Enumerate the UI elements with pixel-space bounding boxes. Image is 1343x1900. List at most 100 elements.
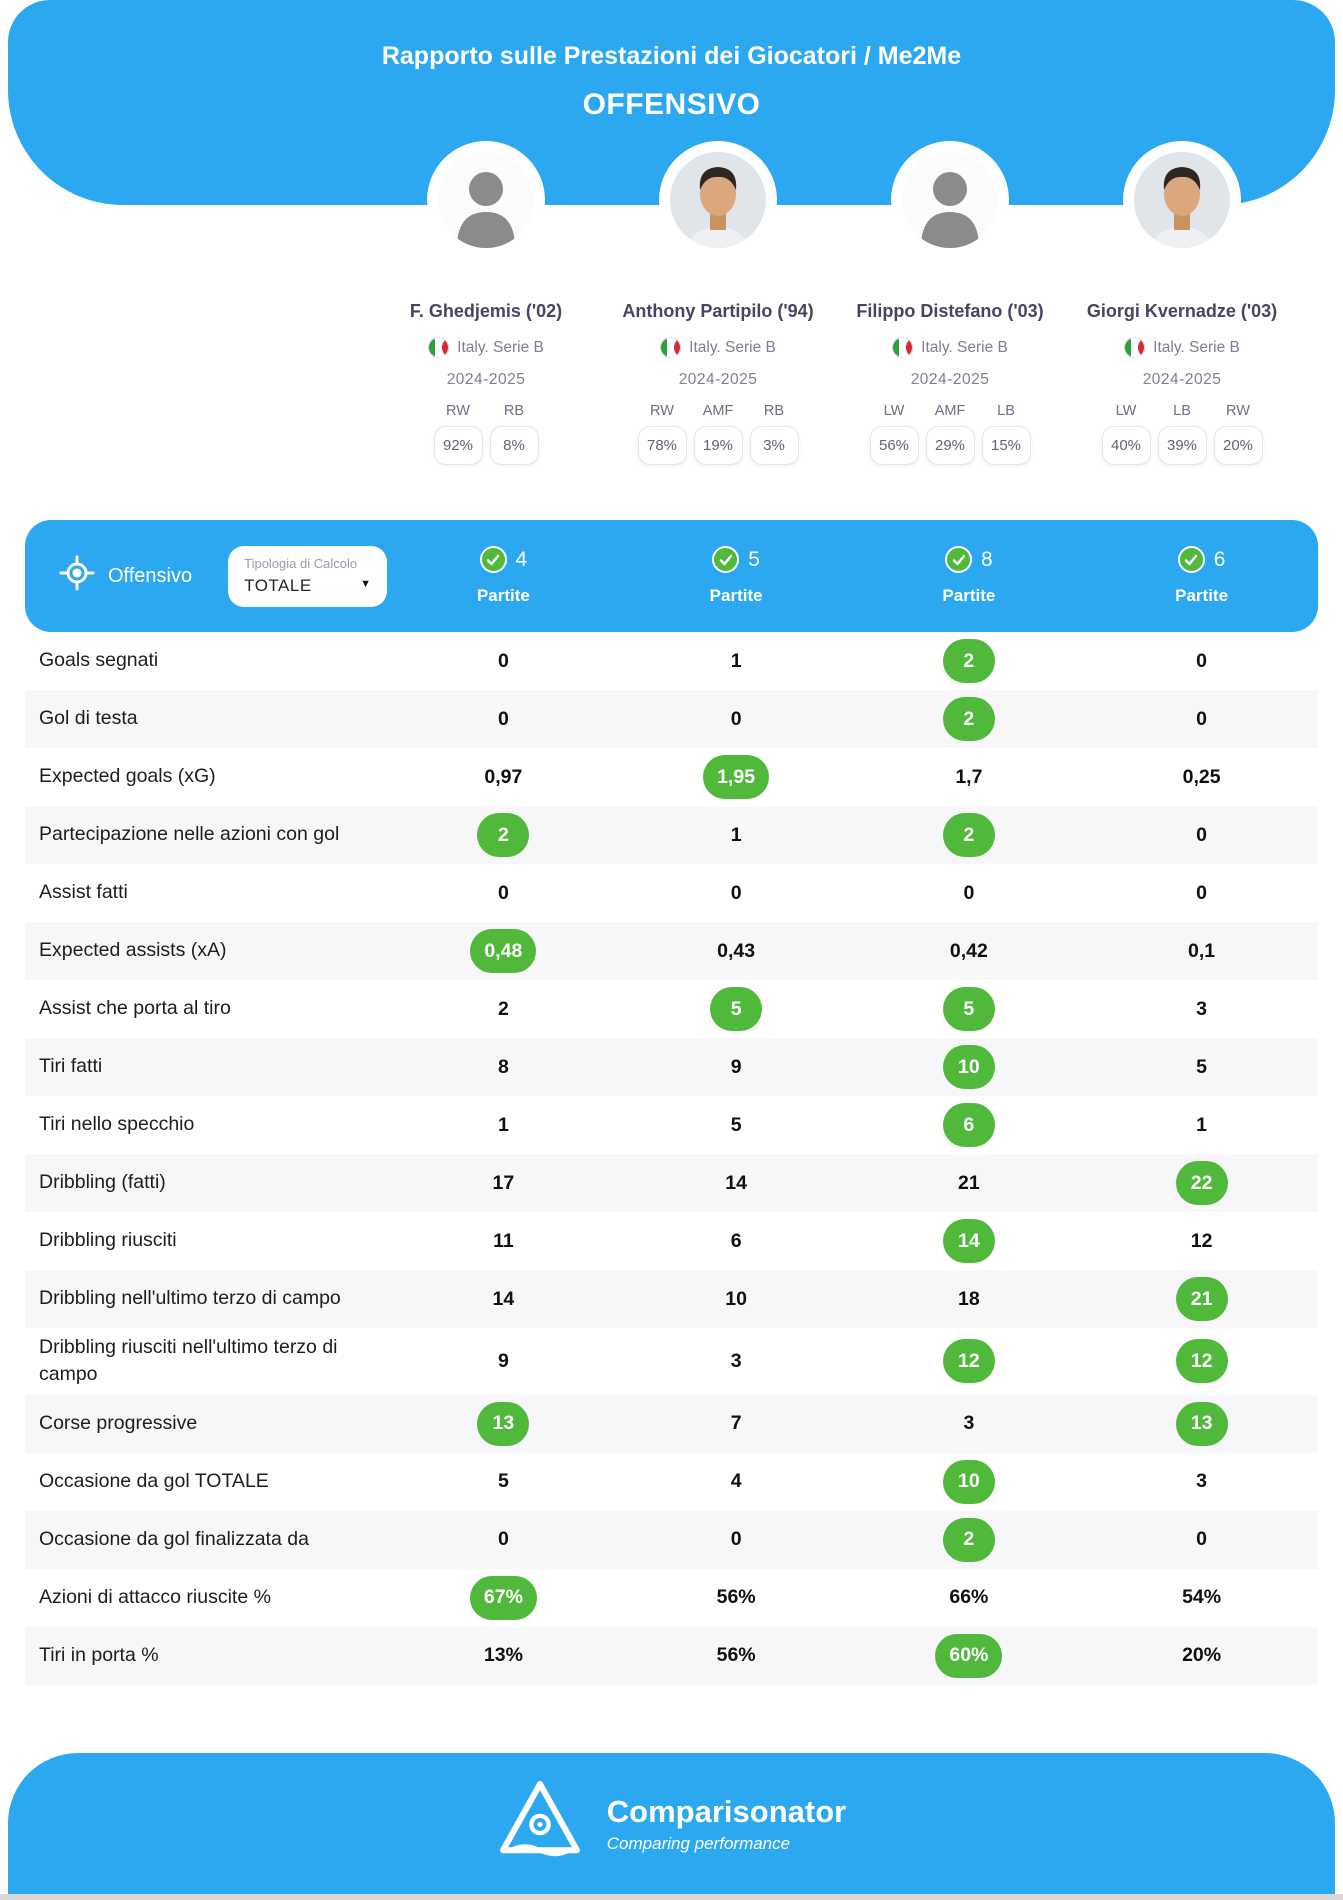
position-percent: 20%: [1213, 426, 1263, 465]
stat-cell: 5: [620, 987, 853, 1031]
stat-label: Tiri fatti: [39, 1055, 103, 1078]
player-name: Giorgi Kvernadze ('03): [1086, 301, 1278, 321]
italy-flag-icon: [428, 337, 450, 358]
matches-count: 8: [981, 547, 993, 571]
avatar: [438, 152, 534, 248]
stat-cell: 3: [620, 1350, 853, 1373]
stat-cell: 11: [387, 1230, 620, 1253]
stat-cell: 18: [853, 1288, 1086, 1311]
matches-count-row: 4: [479, 546, 527, 573]
stat-value: 3: [1196, 997, 1208, 1020]
player-season: 2024-2025: [446, 371, 526, 388]
position-label: AMF: [934, 403, 966, 419]
avatar-ring: [427, 141, 545, 259]
best-value-pill: 67%: [469, 1575, 537, 1620]
avatar: [902, 152, 998, 248]
position-label: RB: [503, 403, 525, 419]
position-percent: 78%: [637, 426, 687, 465]
best-value-pill: 13: [1175, 1401, 1228, 1446]
stat-label: Partecipazione nelle azioni con gol: [39, 823, 340, 846]
stat-label: Azioni di attacco riuscite %: [39, 1585, 271, 1608]
stat-value: 2: [497, 997, 509, 1020]
player-season: 2024-2025: [1142, 371, 1222, 388]
stat-value: 1: [730, 649, 742, 672]
check-circle-icon: [1177, 546, 1205, 573]
stat-cell: 7: [620, 1412, 853, 1435]
stat-label: Gol di testa: [39, 707, 138, 730]
best-value-pill: 13: [477, 1401, 530, 1446]
best-value-pill: 6: [942, 1103, 995, 1147]
stats-header-grid: Offensivo Tipologia di Calcolo TOTALE ▼ …: [25, 520, 1318, 632]
stat-cell: 0: [1085, 882, 1318, 905]
stat-cell: 22: [1085, 1161, 1318, 1205]
stat-value: 8: [497, 1055, 509, 1078]
stat-cell: 10: [853, 1045, 1086, 1089]
position-label: AMF: [702, 403, 734, 419]
position-percent: 92%: [433, 426, 483, 465]
stat-label: Dribbling (fatti): [39, 1171, 166, 1194]
stat-label: Tiri in porta %: [39, 1643, 159, 1666]
stat-cell: 3: [1085, 1470, 1318, 1493]
stat-value: 9: [497, 1349, 509, 1372]
stat-cell: 67%: [387, 1575, 620, 1620]
table-row: Occasione da gol TOTALE 5 4 10 3: [25, 1453, 1318, 1511]
stat-cell: 21: [1085, 1277, 1318, 1321]
stat-value: 6: [730, 1229, 742, 1252]
position-entry: RW 92%: [433, 403, 483, 465]
table-row: Occasione da gol finalizzata da 0 0 2 0: [25, 1510, 1318, 1569]
position-entry: LB 39%: [1157, 403, 1207, 465]
table-row: Expected goals (xG) 0,97 1,95 1,7 0,25: [25, 748, 1318, 806]
stat-value: 20%: [1182, 1644, 1222, 1667]
table-row: Tiri in porta % 13% 56% 60% 20%: [25, 1626, 1318, 1685]
stat-value: 3: [730, 1349, 742, 1372]
stat-cell: 9: [387, 1350, 620, 1373]
stat-cell: 0,42: [853, 940, 1086, 963]
best-value-pill: 14: [942, 1219, 995, 1263]
stat-value: 0: [1196, 1528, 1208, 1551]
stat-cell: 0: [387, 1528, 620, 1551]
stat-cell: 2: [853, 1517, 1086, 1562]
player-name: Filippo Distefano ('03): [856, 301, 1044, 321]
stat-cell: 0,43: [620, 940, 853, 963]
stat-cell: 13: [1085, 1401, 1318, 1446]
table-row: Tiri nello specchio 1 5 6 1: [25, 1096, 1318, 1154]
player-name: F. Ghedjemis ('02): [409, 301, 563, 321]
best-value-pill: 12: [942, 1339, 995, 1384]
brand-name: Comparisonator: [606, 1793, 847, 1829]
player-card: Anthony Partipilo ('94) Italy. Serie B 202…: [602, 141, 834, 465]
best-value-pill: 12: [1175, 1339, 1228, 1384]
stat-value: 13%: [483, 1644, 523, 1667]
stat-value: 21: [958, 1171, 980, 1194]
best-value-pill: 10: [942, 1459, 995, 1504]
positions-row: RW 92% RB 8%: [433, 403, 539, 465]
table-row: Assist fatti 0 0 0 0: [25, 864, 1318, 922]
table-row: Dribbling riusciti 11 6 14 12: [25, 1212, 1318, 1270]
stat-value: 1: [1196, 1113, 1208, 1136]
player-card: Filippo Distefano ('03) Italy. Serie B 202…: [834, 141, 1066, 465]
league-label: Italy. Serie B: [1153, 338, 1240, 356]
check-circle-icon: [712, 546, 740, 573]
stat-value: 0: [730, 881, 742, 904]
stat-cell: 14: [620, 1172, 853, 1195]
stat-cell: 10: [620, 1288, 853, 1311]
calculation-type-dropdown[interactable]: Tipologia di Calcolo TOTALE ▼: [228, 545, 388, 607]
avatar: [670, 152, 766, 248]
position-label: LB: [1173, 403, 1191, 419]
best-value-pill: 60%: [935, 1633, 1003, 1678]
best-value-pill: 10: [942, 1045, 995, 1089]
stat-cell: 4: [620, 1470, 853, 1493]
stat-value: 5: [497, 1470, 509, 1493]
stat-value: 1: [497, 1113, 509, 1136]
stat-value: 56%: [716, 1644, 756, 1667]
stat-value: 3: [1196, 1470, 1208, 1493]
position-percent: 3%: [749, 426, 799, 465]
check-circle-icon: [479, 546, 507, 573]
position-entry: RB 3%: [749, 403, 799, 465]
position-percent: 8%: [489, 426, 539, 465]
position-label: RW: [1226, 403, 1250, 419]
position-entry: RW 20%: [1213, 403, 1263, 465]
stat-label: Goals segnati: [39, 649, 159, 672]
stat-cell: 5: [1085, 1056, 1318, 1079]
stat-label: Dribbling riusciti nell'ultimo terzo di …: [39, 1336, 338, 1386]
